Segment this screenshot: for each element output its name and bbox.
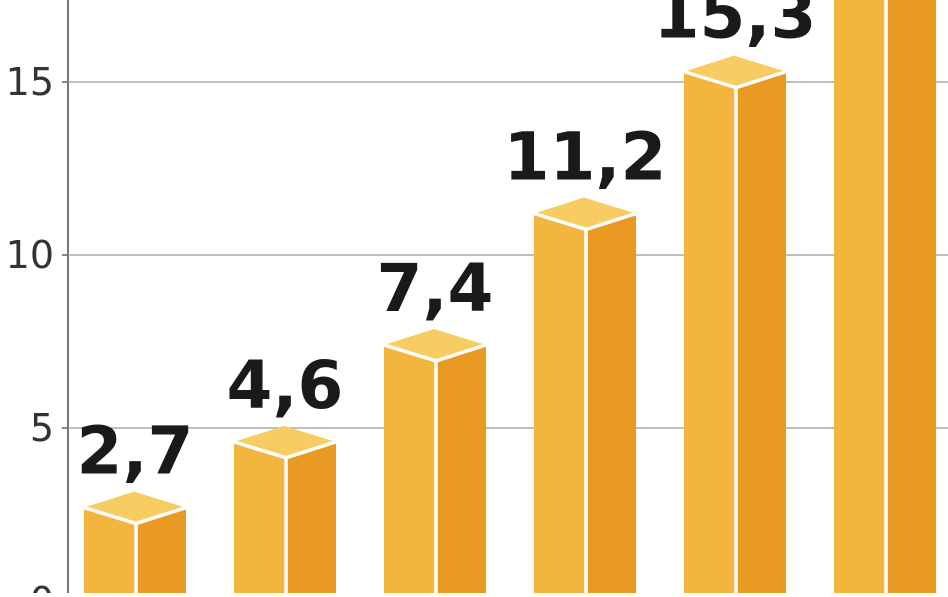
bar-side-face (286, 441, 336, 597)
bar-front-face (84, 507, 136, 597)
y-tick-label-0: 0 (30, 579, 54, 593)
bar-side-face (436, 344, 486, 597)
bar-edge (233, 440, 337, 597)
bar-4 (533, 197, 637, 597)
bar-edge (683, 69, 787, 597)
bar-3 (383, 328, 487, 597)
data-label-5: 15,3 (654, 0, 817, 54)
bar-front-face (834, 0, 886, 597)
bar-side-face (586, 213, 636, 597)
bar-front-face (534, 213, 586, 597)
y-tick-label-5: 5 (30, 406, 54, 450)
bar-edge (83, 505, 187, 597)
data-label-1: 2,7 (77, 413, 194, 490)
bar-front-face (234, 441, 286, 597)
y-tick-label-10: 10 (6, 233, 54, 277)
data-label-3: 7,4 (377, 250, 494, 327)
bar-2 (233, 425, 337, 597)
y-tick-label-15: 15 (6, 60, 54, 104)
bar-front-face (684, 71, 736, 597)
bar-edge (884, 0, 888, 597)
bar-1 (83, 491, 187, 597)
bar-side-face (136, 507, 186, 597)
bar-edge (533, 211, 637, 597)
bar-5 (683, 55, 787, 597)
bar-side-face (886, 0, 936, 597)
bar-front-face (384, 344, 436, 597)
bar-6 (834, 0, 936, 597)
bar-edge (383, 343, 487, 597)
data-label-2: 4,6 (227, 347, 344, 424)
bar-side-face (736, 71, 786, 597)
data-label-4: 11,2 (504, 118, 667, 195)
